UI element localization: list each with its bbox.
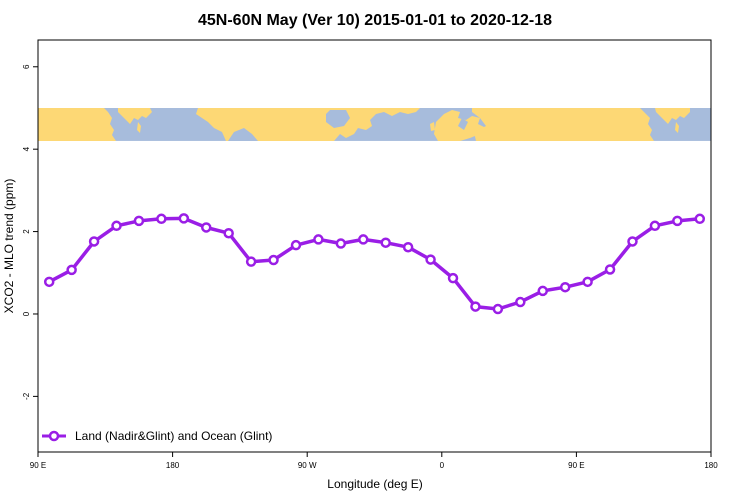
data-point-18 [447, 272, 459, 284]
data-point-24 [582, 276, 593, 288]
data-point-9 [245, 256, 257, 267]
data-point-26 [627, 236, 638, 247]
x-tick-label-0: 90 E [30, 461, 46, 470]
data-point-8 [223, 227, 234, 239]
data-point-4 [133, 215, 145, 227]
chart-title: 45N-60N May (Ver 10) 2015-01-01 to 2020-… [198, 12, 552, 29]
series-layer [43, 213, 706, 315]
x-axis-label: Longitude (deg E) [327, 477, 422, 491]
data-point-3 [111, 220, 122, 232]
y-tick-label-0: -2 [22, 392, 31, 400]
data-point-2 [88, 236, 100, 247]
data-point-11 [290, 239, 302, 251]
data-point-1 [66, 264, 77, 276]
y-tick-label-1: 0 [22, 311, 31, 316]
legend: Land (Nadir&Glint) and Ocean (Glint) [42, 429, 272, 443]
y-tick-label-3: 4 [22, 146, 31, 151]
plot-frame [37, 39, 712, 453]
data-point-17 [425, 254, 436, 265]
data-point-16 [402, 241, 414, 253]
data-point-28 [672, 215, 683, 227]
x-tick-label-1: 180 [166, 461, 180, 470]
y-tick-label-2: 2 [22, 229, 31, 234]
data-point-15 [380, 237, 391, 248]
data-point-25 [604, 264, 616, 275]
data-point-12 [313, 234, 324, 245]
data-point-6 [178, 213, 190, 224]
y-axis: -2 0 2 4 6 [22, 64, 38, 400]
x-tick-label-2: 90 W [298, 461, 317, 470]
legend-marker [48, 430, 60, 442]
data-point-21 [515, 296, 526, 308]
legend-label: Land (Nadir&Glint) and Ocean (Glint) [75, 429, 272, 443]
data-point-29 [694, 213, 706, 225]
data-point-23 [559, 281, 571, 293]
x-tick-label-4: 90 E [568, 461, 584, 470]
data-point-14 [358, 234, 369, 245]
x-tick-label-3: 0 [440, 461, 445, 470]
data-point-10 [268, 254, 279, 266]
map-water-inlets [126, 110, 672, 141]
x-tick-label-5: 180 [704, 461, 718, 470]
world-map-band [38, 107, 711, 141]
data-point-20 [492, 303, 504, 315]
data-point-5 [156, 213, 167, 225]
data-point-0 [43, 276, 55, 288]
x-axis: 90 E 180 90 W 0 90 E 180 [30, 452, 718, 470]
y-axis-label: XCO2 - MLO trend (ppm) [2, 179, 16, 314]
data-point-13 [335, 238, 347, 249]
y-tick-label-4: 6 [22, 64, 31, 69]
series-line-0 [48, 216, 700, 311]
data-point-19 [470, 301, 481, 312]
data-point-7 [201, 222, 212, 233]
data-point-27 [649, 220, 661, 232]
data-point-22 [537, 285, 548, 297]
